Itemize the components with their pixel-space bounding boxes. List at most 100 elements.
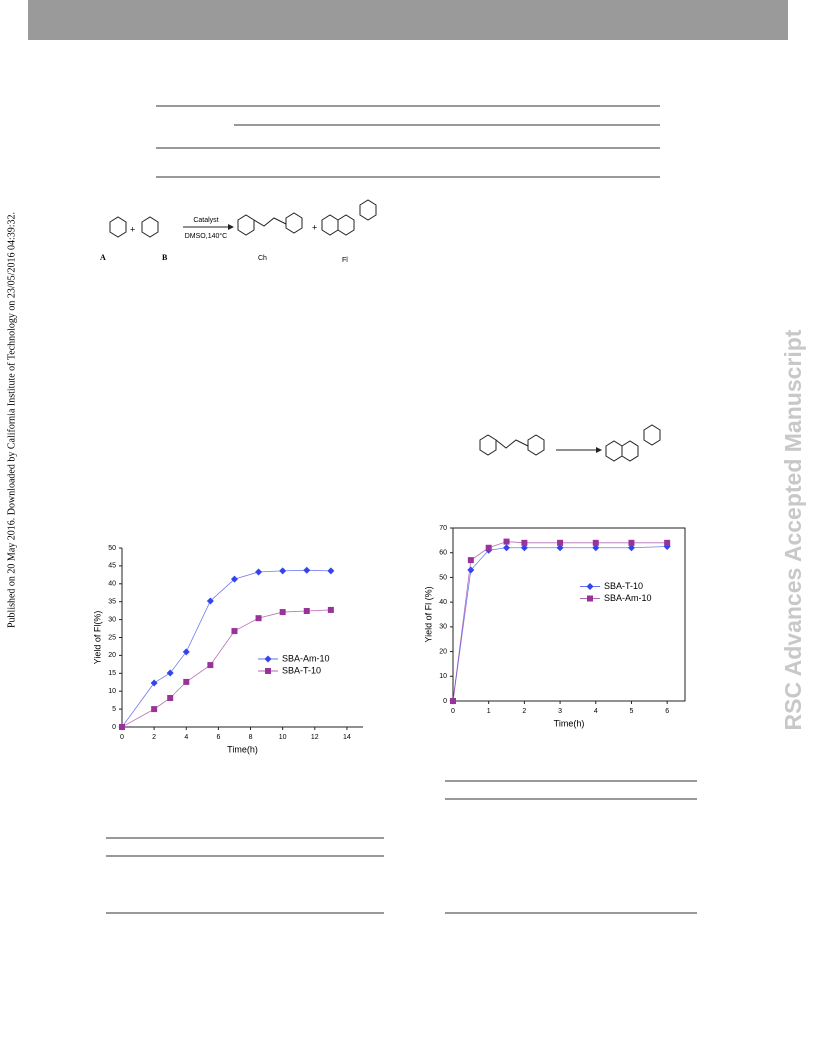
x-tick-label: 6 <box>665 708 669 715</box>
marker <box>151 706 158 713</box>
marker <box>303 608 310 615</box>
marker <box>628 539 635 546</box>
ring <box>621 440 639 462</box>
marker <box>255 615 262 622</box>
series-line <box>452 541 668 702</box>
marker <box>231 628 238 635</box>
ring <box>337 214 355 236</box>
x-tick-label: 10 <box>279 734 287 741</box>
x-tick-label: 6 <box>216 734 220 741</box>
marker <box>503 538 510 545</box>
y-tick-label: 50 <box>439 574 447 581</box>
marker <box>167 695 174 702</box>
marker <box>150 679 158 687</box>
ring <box>479 434 497 456</box>
marker <box>627 544 635 552</box>
legend-label: SBA-T-10 <box>282 665 321 675</box>
marker <box>467 557 474 564</box>
x-tick-label: 14 <box>343 734 351 741</box>
marker <box>206 597 214 605</box>
label: B <box>162 253 168 262</box>
marker <box>450 698 456 704</box>
marker <box>521 539 528 546</box>
ring <box>237 214 255 236</box>
table-rules <box>106 105 697 914</box>
ring <box>527 434 545 456</box>
arrow-head <box>596 447 602 453</box>
y-tick-label: 35 <box>108 599 116 606</box>
header-bar <box>28 0 788 40</box>
marker <box>485 544 492 551</box>
y-tick-label: 30 <box>439 624 447 631</box>
plot-frame <box>452 527 686 702</box>
plus: + <box>130 224 135 234</box>
marker <box>303 566 311 574</box>
y-tick-label: 20 <box>108 652 116 659</box>
y-tick-label: 50 <box>108 545 116 552</box>
x-tick-label: 1 <box>487 708 491 715</box>
x-tick-label: 3 <box>558 708 562 715</box>
marker <box>556 544 564 552</box>
scheme-2 <box>479 424 661 462</box>
x-tick-label: 2 <box>152 734 156 741</box>
y-tick-label: 10 <box>439 673 447 680</box>
x-tick-label: 4 <box>594 708 598 715</box>
chain <box>253 217 287 227</box>
ring <box>285 212 303 234</box>
marker <box>520 544 528 552</box>
y-tick-label: 60 <box>439 550 447 557</box>
marker <box>664 539 671 546</box>
ring <box>605 440 623 462</box>
x-tick-label: 5 <box>630 708 634 715</box>
arrow-head <box>228 224 234 230</box>
x-tick-label: 4 <box>184 734 188 741</box>
conditions: DMSO,140°C <box>185 232 227 240</box>
marker <box>279 567 287 575</box>
marker <box>592 539 599 546</box>
x-axis-label: Time(h) <box>227 744 258 754</box>
label: Ch <box>258 255 267 262</box>
marker <box>592 544 600 552</box>
y-tick-label: 5 <box>112 706 116 713</box>
series-line <box>121 609 331 728</box>
marker <box>230 575 238 583</box>
y-tick-label: 25 <box>108 634 116 641</box>
marker <box>279 609 286 616</box>
marker <box>557 539 564 546</box>
label: A <box>100 253 106 262</box>
marker <box>503 544 511 552</box>
marker <box>166 669 174 677</box>
plus: + <box>312 222 317 232</box>
marker <box>119 724 125 730</box>
ring <box>141 216 159 238</box>
y-tick-label: 70 <box>439 525 447 532</box>
y-tick-label: 20 <box>439 648 447 655</box>
label: Fl <box>342 257 348 264</box>
marker <box>182 648 190 656</box>
x-tick-label: 0 <box>120 734 124 741</box>
y-tick-label: 30 <box>108 616 116 623</box>
y-tick-label: 15 <box>108 670 116 677</box>
y-tick-label: 40 <box>108 581 116 588</box>
ring <box>321 214 339 236</box>
ring <box>109 216 127 238</box>
marker <box>255 568 263 576</box>
side-text: Published on 20 May 2016. Downloaded by … <box>6 212 17 628</box>
ring <box>643 424 661 446</box>
legend-label: SBA-Am-10 <box>604 593 652 603</box>
x-tick-label: 0 <box>451 708 455 715</box>
y-tick-label: 0 <box>112 724 116 731</box>
catalyst: Catalyst <box>193 217 218 224</box>
y-tick-label: 10 <box>108 688 116 695</box>
series-line <box>452 546 668 702</box>
series-line <box>121 569 331 728</box>
y-tick-label: 45 <box>108 563 116 570</box>
y-tick-label: 0 <box>443 698 447 705</box>
marker <box>183 678 190 685</box>
x-tick-label: 12 <box>311 734 319 741</box>
y-axis-label: Yield of Fl (%) <box>423 586 433 642</box>
marker <box>327 567 335 575</box>
chain <box>495 439 529 449</box>
